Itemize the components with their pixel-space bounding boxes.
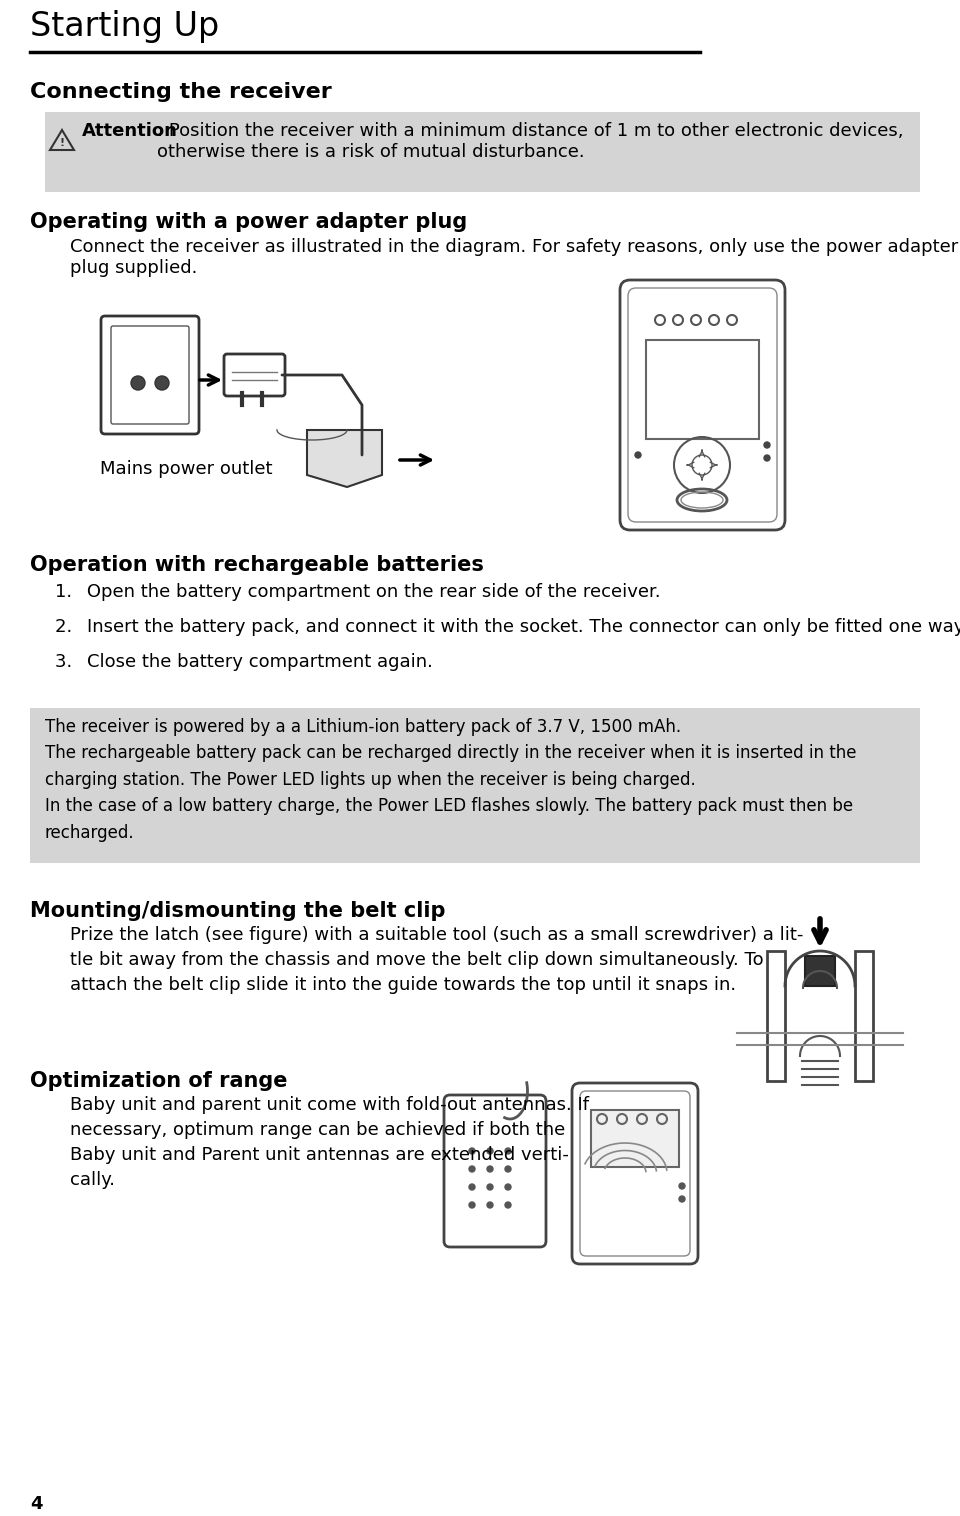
- Polygon shape: [307, 431, 382, 487]
- Text: Operating with a power adapter plug: Operating with a power adapter plug: [30, 212, 468, 232]
- Text: Attention: Attention: [82, 121, 178, 139]
- Text: : Position the receiver with a minimum distance of 1 m to other electronic devic: : Position the receiver with a minimum d…: [157, 121, 903, 161]
- Text: !: !: [60, 138, 64, 149]
- Text: Prize the latch (see figure) with a suitable tool (such as a small screwdriver) : Prize the latch (see figure) with a suit…: [70, 926, 804, 994]
- FancyBboxPatch shape: [628, 288, 777, 522]
- Text: 2.  Insert the battery pack, and connect it with the socket. The connector can o: 2. Insert the battery pack, and connect …: [55, 619, 960, 637]
- Circle shape: [131, 376, 145, 390]
- FancyBboxPatch shape: [30, 708, 920, 863]
- Circle shape: [505, 1148, 511, 1154]
- Circle shape: [487, 1166, 493, 1172]
- FancyBboxPatch shape: [444, 1095, 546, 1248]
- FancyBboxPatch shape: [855, 951, 873, 1081]
- Circle shape: [487, 1184, 493, 1190]
- Circle shape: [487, 1148, 493, 1154]
- FancyBboxPatch shape: [101, 315, 199, 434]
- Circle shape: [764, 443, 770, 449]
- Circle shape: [155, 376, 169, 390]
- Circle shape: [469, 1184, 475, 1190]
- Text: 4: 4: [30, 1495, 42, 1513]
- Circle shape: [764, 455, 770, 461]
- Text: Connect the receiver as illustrated in the diagram. For safety reasons, only use: Connect the receiver as illustrated in t…: [70, 238, 958, 277]
- Circle shape: [505, 1184, 511, 1190]
- Circle shape: [505, 1166, 511, 1172]
- Circle shape: [469, 1166, 475, 1172]
- Text: Mains power outlet: Mains power outlet: [100, 459, 273, 478]
- FancyBboxPatch shape: [224, 355, 285, 396]
- Text: The receiver is powered by a a Lithium-ion battery pack of 3.7 V, 1500 mAh.
The : The receiver is powered by a a Lithium-i…: [45, 719, 856, 841]
- Text: Connecting the receiver: Connecting the receiver: [30, 82, 332, 102]
- Circle shape: [679, 1196, 685, 1202]
- Text: Baby unit and parent unit come with fold-out antennas. If
necessary, optimum ran: Baby unit and parent unit come with fold…: [70, 1096, 589, 1189]
- FancyBboxPatch shape: [620, 280, 785, 531]
- FancyBboxPatch shape: [45, 112, 920, 193]
- Text: Mounting/dismounting the belt clip: Mounting/dismounting the belt clip: [30, 901, 445, 922]
- Text: 1.  Open the battery compartment on the rear side of the receiver.: 1. Open the battery compartment on the r…: [55, 584, 660, 600]
- Text: Optimization of range: Optimization of range: [30, 1070, 287, 1092]
- FancyBboxPatch shape: [111, 326, 189, 424]
- FancyBboxPatch shape: [805, 957, 835, 985]
- FancyBboxPatch shape: [580, 1092, 690, 1255]
- Circle shape: [469, 1148, 475, 1154]
- Circle shape: [505, 1202, 511, 1208]
- Circle shape: [679, 1182, 685, 1189]
- Circle shape: [487, 1202, 493, 1208]
- Circle shape: [469, 1202, 475, 1208]
- Text: Operation with rechargeable batteries: Operation with rechargeable batteries: [30, 555, 484, 575]
- FancyBboxPatch shape: [572, 1082, 698, 1264]
- FancyBboxPatch shape: [591, 1110, 679, 1167]
- Text: 3.  Close the battery compartment again.: 3. Close the battery compartment again.: [55, 653, 433, 672]
- Text: Starting Up: Starting Up: [30, 11, 219, 42]
- FancyBboxPatch shape: [767, 951, 785, 1081]
- FancyBboxPatch shape: [646, 340, 759, 440]
- Circle shape: [635, 452, 641, 458]
